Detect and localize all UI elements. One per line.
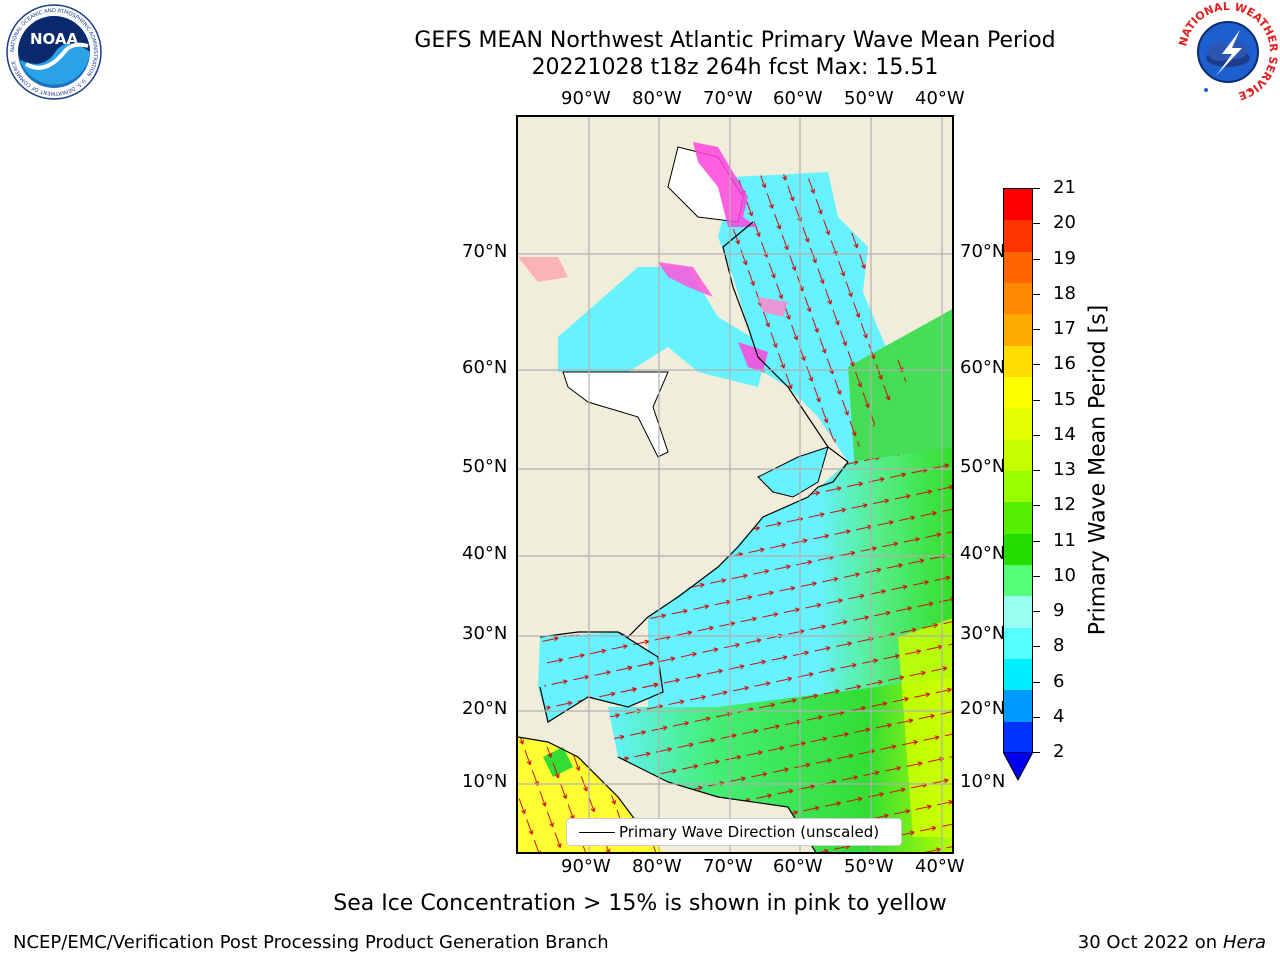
lon-label-bottom: 40°W [915, 856, 965, 877]
legend-label: Primary Wave Direction (unscaled) [619, 823, 880, 841]
colorbar-tick-mark [1033, 681, 1040, 683]
colorbar-tick-mark [1033, 434, 1040, 436]
colorbar-tick-mark [1033, 364, 1040, 366]
colorbar-segment [1004, 565, 1032, 597]
colorbar-tick-label: 4 [1053, 705, 1065, 727]
colorbar-segment [1004, 314, 1032, 347]
colorbar-tick-mark [1033, 505, 1040, 507]
colorbar-segment [1004, 408, 1032, 441]
colorbar-tick-label: 9 [1053, 600, 1065, 621]
map-gridlines [518, 117, 952, 852]
colorbar-tick-mark [1033, 540, 1040, 542]
colorbar-tick-label: 12 [1053, 494, 1076, 516]
lat-label-right: 60°N [960, 357, 1006, 378]
lat-label-left: 10°N [462, 771, 508, 792]
noaa-logo-text: NOAA [30, 30, 79, 48]
colorbar-segment [1004, 345, 1032, 378]
lat-label-left: 70°N [462, 241, 508, 262]
lon-label-top: 80°W [632, 88, 682, 109]
colorbar-tick-label: 16 [1053, 353, 1076, 375]
colorbar-tick-mark [1033, 223, 1040, 225]
lon-label-bottom: 50°W [844, 856, 894, 877]
footer-organization: NCEP/EMC/Verification Post Processing Pr… [13, 932, 609, 953]
lon-label-bottom: 80°W [632, 856, 682, 877]
lat-label-left: 50°N [462, 456, 508, 477]
colorbar-segment [1004, 627, 1032, 660]
colorbar-tick-label: 20 [1053, 212, 1076, 234]
colorbar-underflow-triangle [1003, 752, 1033, 782]
colorbar-tick-mark [1033, 611, 1040, 612]
lat-label-left: 60°N [462, 357, 508, 378]
footer-date: 30 Oct 2022 on Hera [1078, 932, 1266, 953]
colorbar-label: Primary Wave Mean Period [s] [1085, 304, 1111, 636]
colorbar-tick-label: 2 [1053, 741, 1065, 762]
sea-ice-note: Sea Ice Concentration > 15% is shown in … [333, 891, 947, 916]
colorbar-segment [1004, 690, 1032, 723]
lat-label-right: 20°N [960, 698, 1006, 719]
colorbar-tick-label: 14 [1053, 423, 1076, 445]
colorbar-tick-mark [1033, 470, 1040, 471]
colorbar-tick-label: 10 [1053, 564, 1076, 586]
lon-label-bottom: 90°W [561, 856, 611, 877]
colorbar-segment [1004, 721, 1032, 754]
colorbar-tick-label: 6 [1053, 670, 1065, 692]
colorbar [1003, 188, 1033, 754]
lat-label-right: 40°N [960, 543, 1006, 564]
lon-label-bottom: 60°W [773, 856, 823, 877]
lat-label-left: 20°N [462, 698, 508, 719]
lat-label-left: 30°N [462, 623, 508, 644]
colorbar-tick-mark [1033, 752, 1040, 753]
colorbar-tick-label: 8 [1053, 635, 1065, 657]
lat-label-left: 40°N [462, 543, 508, 564]
lon-label-top: 50°W [844, 88, 894, 109]
colorbar-tick-mark [1033, 575, 1040, 577]
lat-label-right: 10°N [960, 771, 1006, 792]
colorbar-segment [1004, 439, 1032, 472]
map-canvas [518, 117, 952, 852]
lat-label-right: 50°N [960, 456, 1006, 477]
lat-label-right: 30°N [960, 623, 1006, 644]
colorbar-tick-label: 15 [1053, 388, 1076, 410]
colorbar-tick-label: 17 [1053, 318, 1076, 339]
colorbar-segment [1004, 377, 1032, 409]
lon-label-top: 60°W [773, 88, 823, 109]
colorbar-tick-label: 21 [1053, 177, 1076, 198]
colorbar-segment [1004, 533, 1032, 566]
colorbar-tick-label: 19 [1053, 247, 1076, 269]
colorbar-segment [1004, 596, 1032, 629]
noaa-logo-icon: NOAA NATIONAL OCEANIC AND ATMOSPHERIC AD… [6, 4, 102, 100]
footer-date-text: 30 Oct 2022 on [1077, 932, 1223, 953]
colorbar-tick-mark [1033, 188, 1040, 189]
colorbar-segment [1004, 251, 1032, 284]
colorbar-tick-mark [1033, 329, 1040, 330]
colorbar-tick-mark [1033, 293, 1040, 295]
colorbar-tick-label: 13 [1053, 459, 1076, 480]
colorbar-tick-mark [1033, 716, 1040, 718]
colorbar-segment [1004, 189, 1032, 221]
map-legend: Primary Wave Direction (unscaled) [566, 818, 902, 846]
map-panel [516, 115, 954, 854]
colorbar-segment [1004, 659, 1032, 691]
colorbar-segment [1004, 471, 1032, 503]
footer-machine: Hera [1222, 932, 1266, 953]
colorbar-tick-label: 11 [1053, 529, 1076, 551]
lon-label-top: 40°W [915, 88, 965, 109]
colorbar-tick-mark [1033, 399, 1040, 401]
colorbar-segment [1004, 220, 1032, 253]
lon-label-bottom: 70°W [703, 856, 753, 877]
chart-subtitle: 20221028 t18z 264h fcst Max: 15.51 [531, 55, 939, 80]
legend-line-icon [579, 832, 615, 833]
colorbar-segment [1004, 502, 1032, 535]
lat-label-right: 70°N [960, 241, 1006, 262]
colorbar-segment [1004, 283, 1032, 315]
colorbar-tick-label: 18 [1053, 282, 1076, 304]
colorbar-tick-mark [1033, 258, 1040, 260]
lon-label-top: 90°W [561, 88, 611, 109]
lon-label-top: 70°W [703, 88, 753, 109]
colorbar-tick-mark [1033, 646, 1040, 648]
nws-logo-icon: NATIONAL WEATHER SERVICE [1178, 2, 1278, 102]
chart-title: GEFS MEAN Northwest Atlantic Primary Wav… [414, 28, 1056, 53]
